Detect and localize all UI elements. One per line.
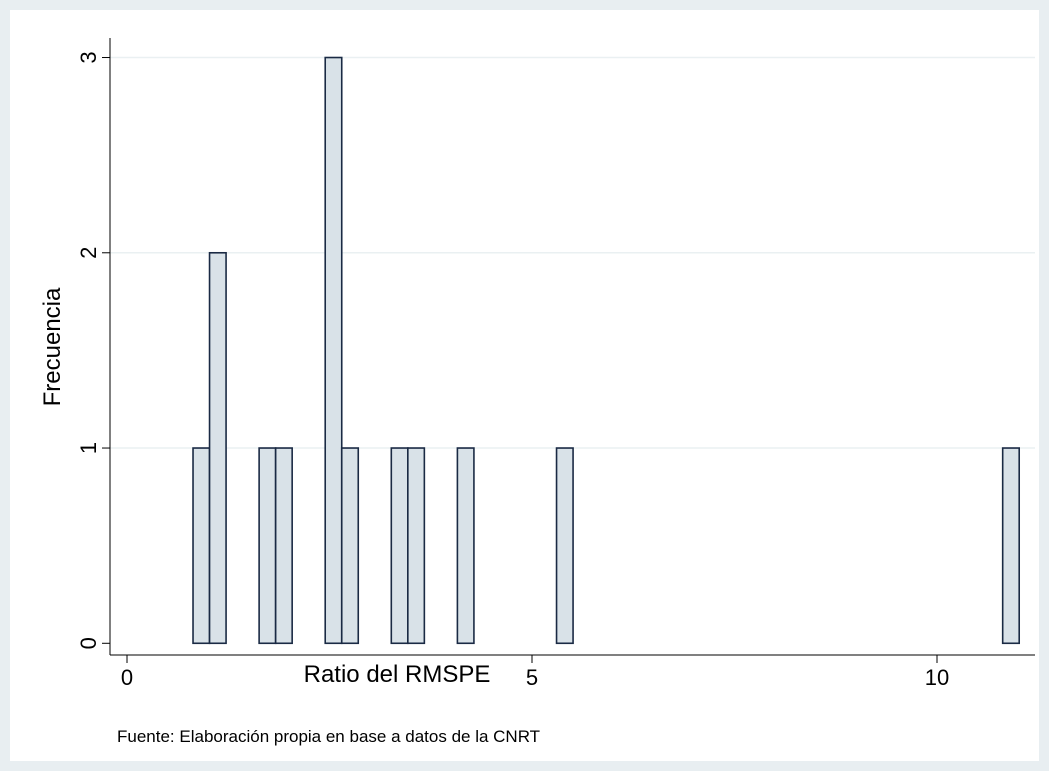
y-tick-label: 3 [76,51,101,63]
bar [555,447,574,645]
y-axis-label: Frecuencia [39,287,66,406]
bar [208,251,227,645]
note: Fuente: Elaboración propia en base a dat… [117,727,540,746]
x-axis-label: Ratio del RMSPE [304,661,491,688]
plot-background [10,10,1039,761]
x-tick-label: 0 [121,665,133,690]
bar [456,447,475,645]
bar [390,447,409,645]
x-tick-label: 10 [925,665,949,690]
bar [192,447,211,645]
bar [407,447,426,645]
y-tick-label: 0 [76,637,101,649]
bar [258,447,277,645]
bar [324,56,343,645]
bar [340,447,360,645]
y-tick-label: 1 [76,442,101,454]
bar [274,447,293,645]
bar [1001,447,1021,645]
y-tick-label: 2 [76,247,101,259]
x-tick-label: 5 [526,665,538,690]
